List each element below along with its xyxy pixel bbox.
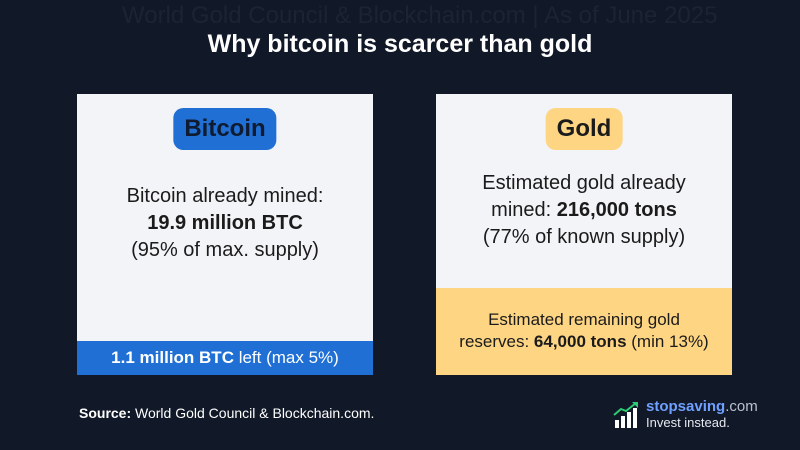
gold-reserves-label: Estimated remaining gold xyxy=(488,310,680,329)
gold-mined-label: Estimated gold already xyxy=(482,172,686,194)
bitcoin-card: Bitcoin Bitcoin already mined: 19.9 mill… xyxy=(77,94,373,375)
bitcoin-mined-percent: (95% of max. supply) xyxy=(131,239,319,261)
gold-reserves-box: Estimated remaining gold reserves: 64,00… xyxy=(436,288,732,375)
bitcoin-mined-text: Bitcoin already mined: 19.9 million BTC … xyxy=(77,183,373,264)
brand-name-suffix: .com xyxy=(725,398,758,415)
bitcoin-remaining-suffix: left (max 5%) xyxy=(233,348,339,367)
gold-badge: Gold xyxy=(545,108,623,150)
page-title: Why bitcoin is scarcer than gold xyxy=(207,30,593,58)
gold-card: Gold Estimated gold already mined: 216,0… xyxy=(436,94,732,375)
brand-logo[interactable]: stopsaving.com Invest instead. xyxy=(613,398,773,432)
brand-name-bold: stopsaving xyxy=(646,398,726,415)
gold-reserves-amount: 64,000 tons xyxy=(533,332,627,351)
gold-mined-percent: (77% of known supply) xyxy=(482,226,686,248)
gold-reserves-suffix: (min 13%) xyxy=(626,332,709,351)
brand-tagline: Invest instead. xyxy=(646,415,730,430)
source-note: Source: World Gold Council & Blockchain.… xyxy=(79,405,374,421)
watermark-text: World Gold Council & Blockchain.com | As… xyxy=(122,2,718,29)
brand-name: stopsaving.com xyxy=(646,398,758,415)
gold-mined-amount: 216,000 tons xyxy=(556,199,677,221)
bitcoin-mined-label: Bitcoin already mined: xyxy=(126,185,324,207)
bitcoin-remaining-amount: 1.1 million BTC xyxy=(111,348,234,367)
source-label: Source: xyxy=(79,405,132,421)
bar-chart-icon xyxy=(613,402,638,428)
gold-reserves-prefix: reserves: xyxy=(459,332,534,351)
bitcoin-badge: Bitcoin xyxy=(173,108,277,150)
source-text: World Gold Council & Blockchain.com. xyxy=(131,405,375,421)
bitcoin-mined-amount: 19.9 million BTC xyxy=(147,212,303,234)
gold-mined-text: Estimated gold already mined: 216,000 to… xyxy=(436,170,732,251)
bitcoin-remaining-bar: 1.1 million BTC left (max 5%) xyxy=(77,341,373,375)
gold-mined-prefix: mined: xyxy=(491,199,557,221)
